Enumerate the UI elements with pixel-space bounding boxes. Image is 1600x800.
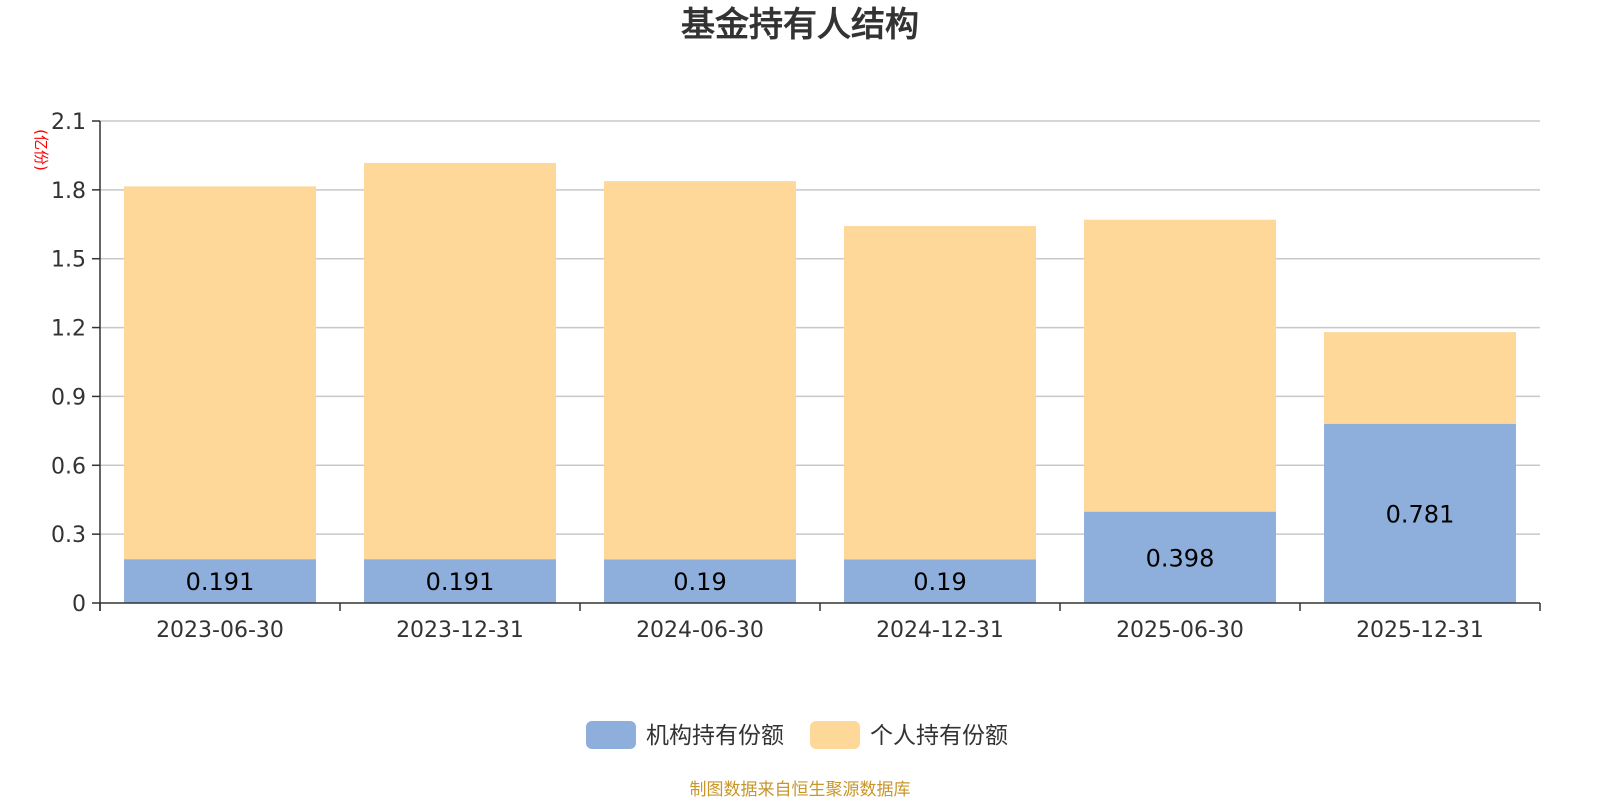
bar-value-label: 0.19 xyxy=(913,568,966,596)
x-tick-label: 2024-06-30 xyxy=(636,618,764,643)
y-tick-label: 0 xyxy=(72,592,86,617)
legend-item-institutional[interactable]: 机构持有份额 xyxy=(586,721,784,749)
y-tick-label: 0.9 xyxy=(51,385,86,410)
bar-group xyxy=(124,163,1516,603)
y-axis-unit-label: (亿份) xyxy=(32,129,50,171)
bar-individual xyxy=(364,163,556,560)
y-tick-label: 0.6 xyxy=(51,454,86,479)
legend-label-individual: 个人持有份额 xyxy=(870,723,1008,749)
y-tick-label: 1.5 xyxy=(51,248,86,273)
bar-individual xyxy=(1084,219,1276,512)
bar-value-label: 0.191 xyxy=(186,568,255,596)
legend[interactable]: 机构持有份额 个人持有份额 xyxy=(586,721,1008,749)
bar-individual xyxy=(124,186,316,560)
bar-value-labels: 0.191 0.191 0.19 0.19 0.398 0.781 xyxy=(186,500,1455,596)
y-tick-label: 2.1 xyxy=(51,110,86,135)
bar-institutional xyxy=(604,559,796,603)
chart-title: 基金持有人结构 xyxy=(681,5,919,45)
bar-value-label: 0.19 xyxy=(673,568,726,596)
x-tick-label: 2024-12-31 xyxy=(876,618,1004,643)
x-tick-label: 2025-06-30 xyxy=(1116,618,1244,643)
x-tick-label: 2023-06-30 xyxy=(156,618,284,643)
x-tick-label: 2025-12-31 xyxy=(1356,618,1484,643)
bar-value-label: 0.781 xyxy=(1386,500,1455,528)
y-tick-label: 0.3 xyxy=(51,523,86,548)
y-axis-ticks: 0 0.3 0.6 0.9 1.2 1.5 1.8 2.1 xyxy=(51,110,100,617)
bar-institutional xyxy=(124,559,316,603)
source-note: 制图数据来自恒生聚源数据库 xyxy=(690,780,911,800)
bar-individual xyxy=(844,226,1036,560)
bar-individual xyxy=(1324,332,1516,424)
bar-institutional xyxy=(1324,423,1516,603)
legend-swatch-institutional xyxy=(586,721,636,749)
bar-institutional xyxy=(1084,511,1276,603)
legend-item-individual[interactable]: 个人持有份额 xyxy=(810,721,1008,749)
bar-institutional xyxy=(844,559,1036,603)
bar-value-label: 0.191 xyxy=(426,568,495,596)
y-tick-label: 1.2 xyxy=(51,317,86,342)
x-axis-ticks: 2023-06-30 2023-12-31 2024-06-30 2024-12-31… xyxy=(99,603,1541,643)
gridlines xyxy=(100,120,1540,535)
bar-individual xyxy=(604,181,796,560)
legend-label-institutional: 机构持有份额 xyxy=(646,723,784,749)
y-tick-label: 1.8 xyxy=(51,179,86,204)
legend-swatch-individual xyxy=(810,721,860,749)
x-tick-label: 2023-12-31 xyxy=(396,618,524,643)
bar-institutional xyxy=(364,559,556,603)
bar-value-label: 0.398 xyxy=(1146,544,1215,572)
